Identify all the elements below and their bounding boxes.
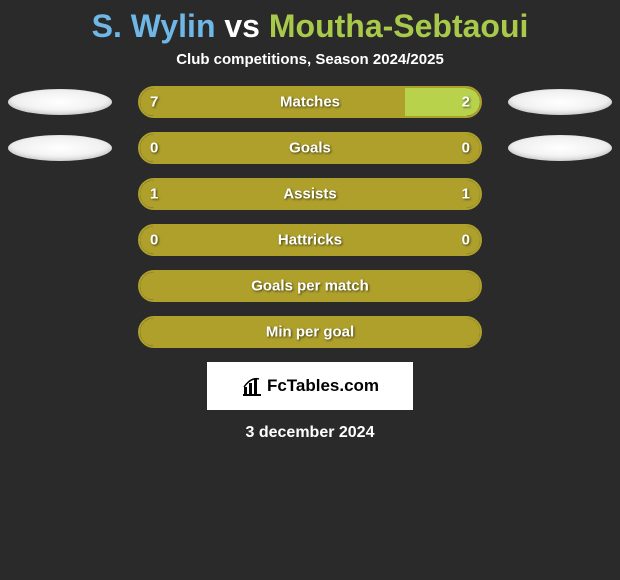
bar-track: Matches 7 2 [138,86,482,118]
date-text: 3 december 2024 [0,424,620,442]
title-player2: Moutha-Sebtaoui [269,8,529,44]
logo-text: FcTables.com [267,376,379,396]
player-oval-left [8,89,112,115]
bars-icon [241,375,263,397]
player-oval-right [508,135,612,161]
bar-track: Min per goal [138,316,482,348]
bar-value-right: 0 [462,140,470,157]
stat-row: Hattricks 0 0 [0,224,620,256]
bar-track: Goals 0 0 [138,132,482,164]
bar-label: Goals per match [251,278,369,295]
bar-value-left: 1 [150,186,158,203]
bar-value-right: 2 [462,94,470,111]
bar-label: Assists [283,186,336,203]
bar-value-right: 1 [462,186,470,203]
bar-label: Hattricks [278,232,342,249]
player-oval-left [8,135,112,161]
stat-row: Assists 1 1 [0,178,620,210]
bar-label: Matches [280,94,340,111]
stat-row: Matches 7 2 [0,86,620,118]
title-player1: S. Wylin [92,8,216,44]
subtitle: Club competitions, Season 2024/2025 [0,51,620,86]
bar-track: Goals per match [138,270,482,302]
bar-label: Goals [289,140,331,157]
bar-label: Min per goal [266,324,354,341]
stat-row: Goals 0 0 [0,132,620,164]
bar-value-left: 0 [150,140,158,157]
title-vs: vs [215,8,268,44]
comparison-rows: Matches72Goals00Assists11Hattricks00Goal… [0,86,620,348]
player-oval-right [508,89,612,115]
bar-value-left: 7 [150,94,158,111]
bar-value-left: 0 [150,232,158,249]
logo-box: FcTables.com [207,362,413,410]
stat-row: Min per goal [0,316,620,348]
bar-track: Hattricks 0 0 [138,224,482,256]
bar-left-fill [140,88,405,116]
page-title: S. Wylin vs Moutha-Sebtaoui [0,0,620,51]
bar-value-right: 0 [462,232,470,249]
bar-track: Assists 1 1 [138,178,482,210]
stat-row: Goals per match [0,270,620,302]
